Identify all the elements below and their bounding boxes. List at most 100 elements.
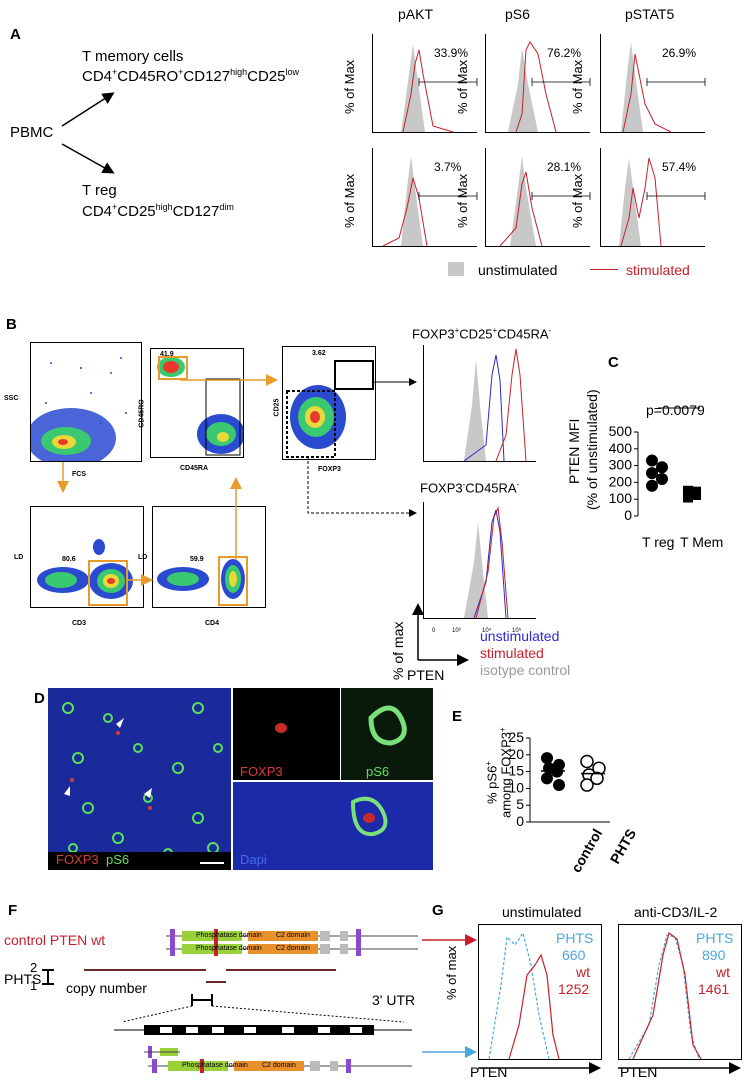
protein-bar-2	[166, 942, 418, 956]
pct-a-r2-c2: 28.1%	[547, 160, 582, 174]
c-cat-treg: T reg	[642, 534, 675, 550]
micrograph-merged	[233, 782, 433, 870]
axis-ld-2: LD	[138, 554, 148, 561]
micrograph-overview	[48, 688, 231, 870]
col-ps6: pS6	[505, 6, 530, 22]
pct-a-r2-c1: 3.7%	[434, 160, 462, 174]
pct-a-r1-c2: 76.2%	[547, 46, 582, 60]
hist-a-r2-c2	[485, 148, 591, 247]
treg-title: T reg	[82, 182, 117, 199]
g1-wt-value: 1252	[558, 981, 590, 997]
phosphatase-domain-3: Phosphatase domain	[182, 1062, 248, 1069]
c-ytick-label: 0	[624, 507, 632, 523]
panel-d-label: D	[34, 690, 45, 707]
axis-cd4: CD4	[205, 620, 220, 627]
protein-bar-3	[148, 1059, 412, 1073]
panel-b-label: B	[6, 316, 17, 333]
phosphatase-domain-1: Phosphatase domain	[196, 932, 262, 939]
legend-b-isotype: isotype control	[480, 662, 571, 678]
e-ytick-label: 25	[508, 729, 524, 745]
c2-domain-2: C2 domain	[276, 945, 310, 952]
hist-a-r1-c1	[372, 34, 478, 133]
c-ytick-label: 300	[609, 457, 633, 473]
hist-treg-pten	[423, 345, 536, 462]
hist-title-2: FOXP3-CD45RA-	[420, 480, 520, 496]
e-ytick-label: 20	[508, 746, 524, 762]
scatter-ld-cd3	[30, 506, 144, 608]
legend-unstim-label: unstimulated	[478, 262, 558, 278]
legend-unstim-swatch	[448, 262, 464, 276]
c-ytick-label: 200	[609, 473, 633, 489]
c-ytick-label: 400	[609, 440, 633, 456]
pten-xlabel: PTEN	[407, 667, 445, 683]
phts-label-f: PHTS	[4, 971, 42, 987]
svg-text:10⁵: 10⁵	[512, 627, 522, 634]
gate-value-cd3: 80.6	[62, 556, 76, 563]
c-point-tmem	[691, 490, 701, 500]
axis-ssc: SSC	[4, 395, 19, 402]
axis-ld-1: LD	[14, 554, 24, 561]
pvalue: p=0.0079	[646, 402, 705, 418]
g1-phts-value: 660	[562, 947, 586, 963]
c-point-tmem	[683, 492, 693, 503]
d-zoom-label-ps6: pS6	[366, 764, 390, 779]
e-point-control	[541, 772, 553, 785]
tmem-phenotype: CD4+CD45RO+CD127highCD25low	[82, 67, 299, 85]
c-point-treg	[646, 467, 658, 480]
svg-text:10⁴: 10⁴	[482, 627, 492, 634]
c-ytick-label: 500	[609, 423, 633, 439]
axis-cd45ra: CD45RA	[180, 465, 209, 472]
e-ytick-label: 5	[516, 796, 524, 812]
panel-f-label: F	[8, 902, 18, 919]
g2-wt-value: 1461	[698, 981, 730, 997]
exon-map	[114, 1025, 412, 1035]
axis-foxp3: FOXP3	[318, 466, 341, 473]
hist-g-unstim	[478, 924, 602, 1060]
gate-value-cd45ro: 41.9	[160, 351, 174, 358]
e-ytick-label: 0	[516, 813, 524, 829]
svg-text:10³: 10³	[452, 628, 461, 634]
c-point-treg	[646, 454, 658, 467]
cn-1: 1	[30, 978, 38, 993]
g2-xlabel: PTEN	[620, 1064, 658, 1080]
panel-e-label: E	[452, 708, 463, 725]
legend-b-unstim: unstimulated	[480, 628, 560, 644]
pct-a-r1-c3: 26.9%	[662, 46, 697, 60]
pbmc-label: PBMC	[10, 124, 54, 141]
e-ytick-label: 10	[508, 779, 524, 795]
scatter-ssc-fcs	[30, 342, 142, 462]
d-label-dapi: Dapi	[240, 852, 267, 867]
phosphatase-domain-2: Phosphatase domain	[196, 945, 262, 952]
c-cat-tmem: T Mem	[680, 534, 724, 550]
hist-title-1: FOXP3+CD25+CD45RA-	[412, 326, 552, 342]
hist-g-stim	[618, 924, 742, 1060]
g1-phts-label: PHTS	[556, 930, 594, 946]
gate-value-cd4: 59.9	[190, 556, 204, 563]
utr-label: 3' UTR	[372, 992, 416, 1008]
hist-a-r1-c3	[600, 34, 706, 133]
g-title-1: unstimulated	[502, 904, 582, 920]
d-label-ps6: pS6	[106, 852, 130, 867]
axis-cd3: CD3	[72, 620, 87, 627]
g2-phts-label: PHTS	[696, 930, 734, 946]
c-ytick-label: 100	[609, 490, 633, 506]
g1-xlabel: PTEN	[470, 1064, 508, 1080]
d-label-foxp3: FOXP3	[56, 852, 99, 867]
micrograph-ps6	[341, 688, 433, 780]
scale-bar	[200, 862, 224, 864]
e-point-phts	[580, 778, 594, 792]
scatter-cd45ro-cd45ra	[150, 348, 244, 458]
scatter-ld-cd4	[152, 506, 266, 608]
svg-text:0: 0	[432, 628, 436, 634]
cn-2: 2	[30, 960, 38, 975]
c-point-treg	[656, 473, 668, 486]
hist-a-r1-c2	[485, 34, 591, 133]
pct-a-r2-c3: 57.4%	[662, 160, 697, 174]
g2-wt-label: wt	[716, 964, 730, 980]
